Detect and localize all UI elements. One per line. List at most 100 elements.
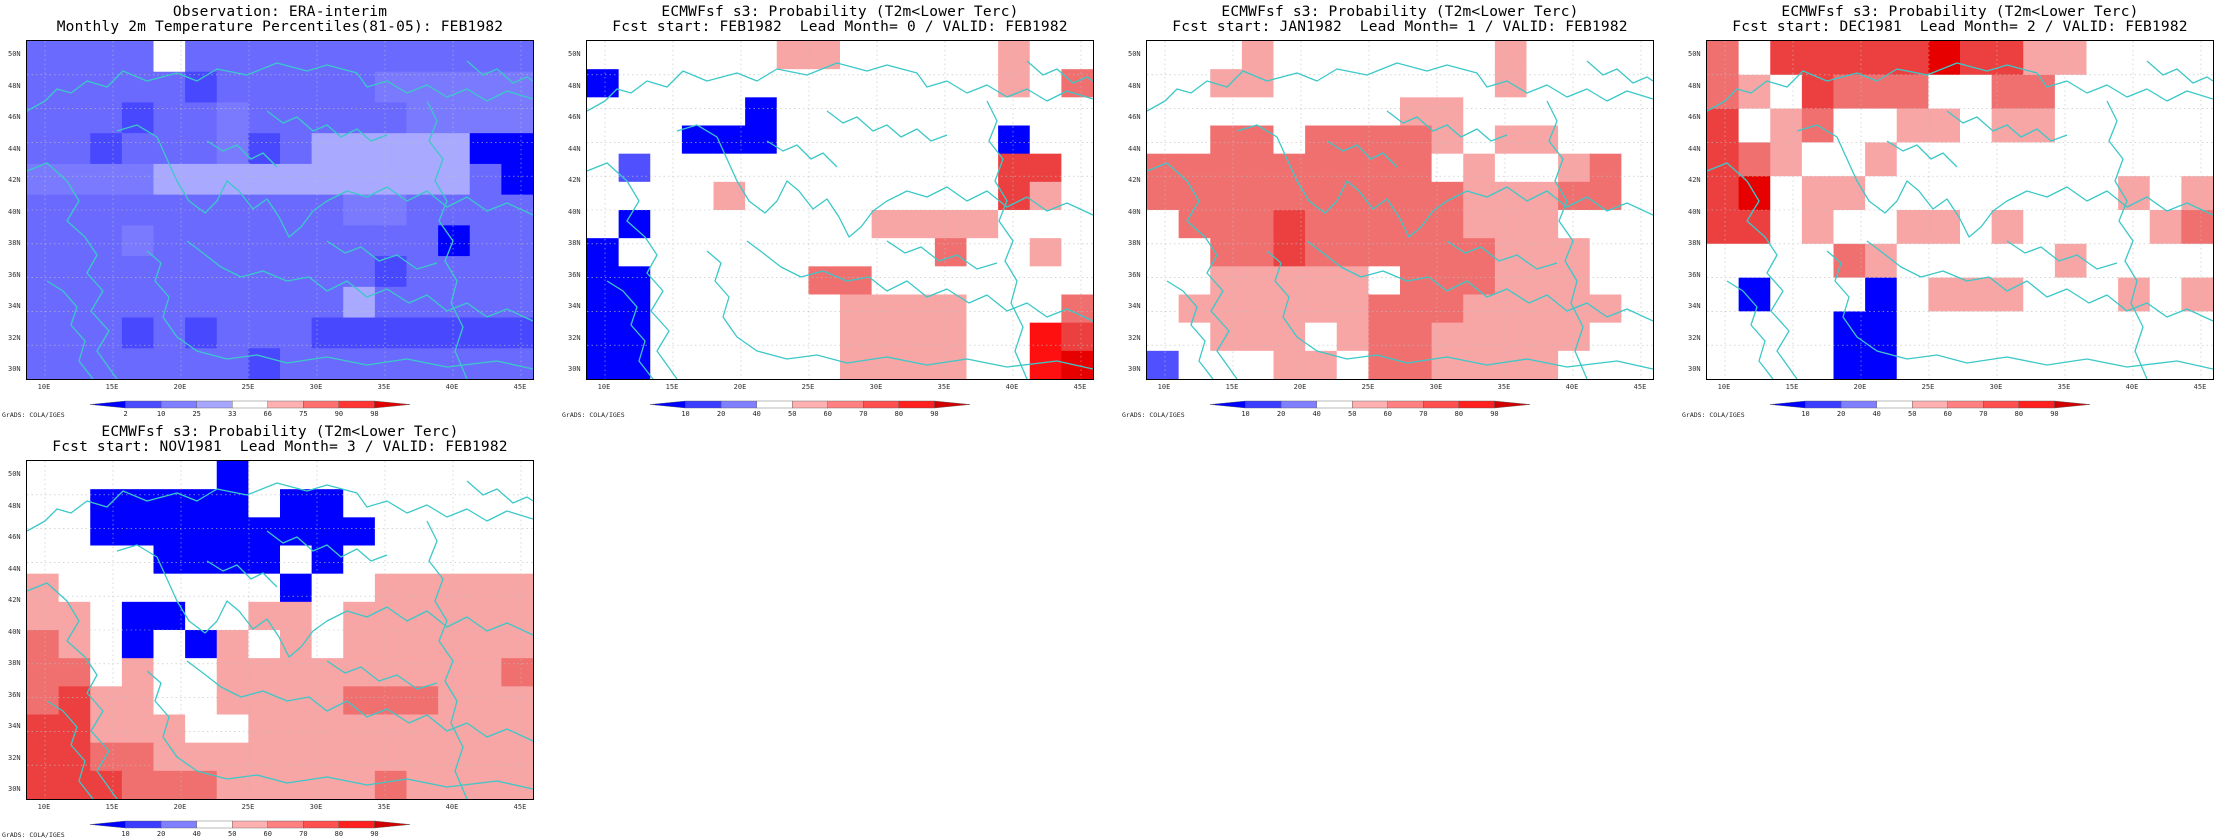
lon-tick-label: 45E	[513, 803, 527, 811]
grid-cell	[438, 71, 471, 104]
grid-cell	[311, 194, 344, 226]
map-area	[1146, 40, 1654, 380]
grid-cell	[1305, 322, 1338, 352]
grads-credit: GrADS: COLA/IGES	[1682, 411, 1745, 419]
coastline	[356, 72, 533, 102]
grid-cell	[2086, 41, 2119, 76]
grid-cell	[216, 461, 249, 490]
grid-cell	[248, 194, 281, 226]
grid-cell	[840, 181, 873, 211]
coastline	[466, 480, 533, 504]
colorbar-swatch	[1769, 400, 1806, 409]
grid-cell	[374, 256, 408, 288]
grid-cell	[501, 41, 533, 73]
coastline	[1266, 250, 1653, 370]
grid-cell	[650, 153, 683, 183]
grid-cell	[58, 133, 91, 165]
lat-tick-label: 34N	[568, 302, 581, 310]
grid-cell	[1526, 210, 1559, 239]
grid-cell	[1494, 350, 1528, 379]
grid-cell	[374, 133, 408, 165]
grid-cell	[1463, 41, 1496, 70]
grid-cell	[2054, 277, 2088, 312]
grid-cell	[1400, 294, 1433, 324]
grid-cell	[216, 194, 249, 226]
grid-cell	[1896, 345, 1929, 379]
lat-tick-label: 44N	[8, 564, 21, 573]
grid-cell	[2054, 41, 2088, 76]
grid-cell	[681, 125, 715, 155]
lon-tick-label: 20E	[173, 803, 187, 811]
grid-cell	[343, 630, 376, 659]
grid-cell	[1960, 243, 1993, 279]
grid-cell	[2086, 74, 2119, 110]
lat-tick-label: 44N	[568, 144, 581, 153]
grid-cell	[438, 489, 471, 518]
colorbar-label: 50	[228, 830, 236, 838]
grid-cell	[1621, 153, 1653, 183]
grid-cell	[1896, 176, 1929, 211]
grid-cell	[1738, 243, 1771, 279]
grid-cell	[280, 545, 313, 575]
grid-cell	[1589, 181, 1622, 211]
grid-cell	[311, 517, 344, 547]
lat-tick-label: 48N	[8, 501, 21, 510]
grid-cell	[1770, 176, 1803, 211]
grid-cell	[469, 601, 502, 631]
grid-cell	[1738, 108, 1771, 143]
grid-cell	[216, 686, 249, 716]
grid-cell	[840, 294, 873, 324]
grid-cell	[153, 133, 186, 165]
grid-cell	[153, 194, 186, 226]
grid-cell	[27, 194, 60, 226]
colorbar: 2 10 25 33 66 75 90 98	[89, 400, 411, 418]
grid-cell	[776, 350, 809, 379]
grid-cell	[90, 317, 123, 349]
grid-cell	[1770, 41, 1803, 76]
grid-cell	[1305, 153, 1338, 183]
grid-cell	[776, 322, 809, 352]
grid-cell	[903, 210, 936, 239]
grid-cell	[406, 714, 439, 744]
grid-cell	[469, 71, 502, 104]
grid-cell	[374, 194, 408, 226]
coastline	[1147, 62, 1478, 112]
grid-cell	[1463, 238, 1496, 267]
grid-cell	[374, 41, 408, 73]
grid-cell	[1526, 266, 1559, 296]
grid-cell	[745, 294, 778, 324]
colorbar-swatch	[374, 820, 411, 829]
grid-cell	[1801, 277, 1835, 312]
grid-cell	[90, 461, 123, 490]
grid-cell	[808, 322, 841, 352]
grid-cell	[406, 225, 439, 257]
grid-cell	[374, 102, 408, 134]
grid-cell	[681, 97, 715, 127]
grid-cell	[1494, 210, 1528, 239]
grid-cell	[1305, 294, 1338, 324]
grid-cell	[1178, 125, 1211, 155]
grid-cell	[27, 225, 60, 257]
grid-cell	[216, 71, 249, 104]
lon-tick-label: 35E	[937, 383, 951, 391]
lat-tick-label: 46N	[568, 113, 581, 121]
colorbar-label: 25	[192, 410, 200, 418]
grid-cell	[1463, 322, 1496, 352]
colorbar-swatch	[267, 400, 304, 409]
coastline	[2146, 60, 2213, 84]
grid-cell	[1178, 322, 1211, 352]
grid-cell	[185, 742, 218, 772]
grid-cell	[1178, 294, 1211, 324]
grid-cell	[1273, 153, 1306, 183]
grid-cell	[406, 194, 439, 226]
grid-cell	[1178, 210, 1211, 239]
grid-cell	[1589, 322, 1622, 352]
grid-cell	[1305, 69, 1338, 98]
coastline	[356, 492, 533, 522]
grid-cell	[343, 714, 376, 744]
grid-cell	[2149, 277, 2182, 312]
grid-cell	[1147, 153, 1180, 183]
grid-cell	[2118, 108, 2151, 143]
grid-cell	[469, 658, 502, 687]
grid-cell	[58, 194, 91, 226]
